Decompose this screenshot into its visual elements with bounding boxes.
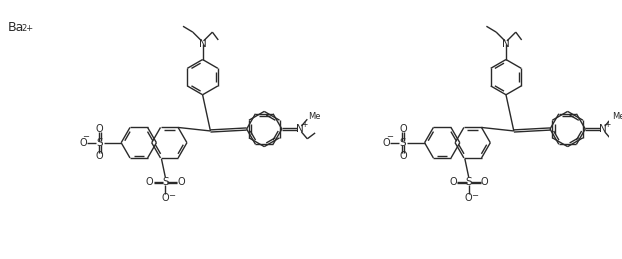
Text: O: O [449, 177, 457, 188]
Text: O: O [146, 177, 154, 188]
Text: Me: Me [309, 112, 321, 121]
Text: S: S [465, 177, 472, 188]
Text: S: S [162, 177, 169, 188]
Text: N: N [295, 124, 304, 134]
Text: O: O [399, 124, 407, 134]
Text: −: − [83, 132, 90, 141]
Text: O: O [79, 138, 87, 148]
Text: O: O [399, 152, 407, 161]
Text: N: N [502, 39, 510, 49]
Text: O: O [465, 193, 473, 203]
Text: −: − [168, 191, 175, 200]
Text: S: S [400, 138, 406, 148]
Text: N: N [198, 39, 207, 49]
Text: O: O [481, 177, 488, 188]
Text: Ba: Ba [8, 21, 24, 34]
Text: O: O [96, 124, 103, 134]
Text: 2+: 2+ [22, 24, 34, 33]
Text: O: O [177, 177, 185, 188]
Text: O: O [96, 152, 103, 161]
Text: O: O [162, 193, 169, 203]
Text: +: + [605, 120, 611, 129]
Text: −: − [386, 132, 393, 141]
Text: Me: Me [611, 112, 622, 121]
Text: −: − [471, 191, 478, 200]
Text: +: + [301, 120, 307, 129]
Text: S: S [96, 138, 103, 148]
Text: N: N [599, 124, 606, 134]
Text: O: O [383, 138, 390, 148]
